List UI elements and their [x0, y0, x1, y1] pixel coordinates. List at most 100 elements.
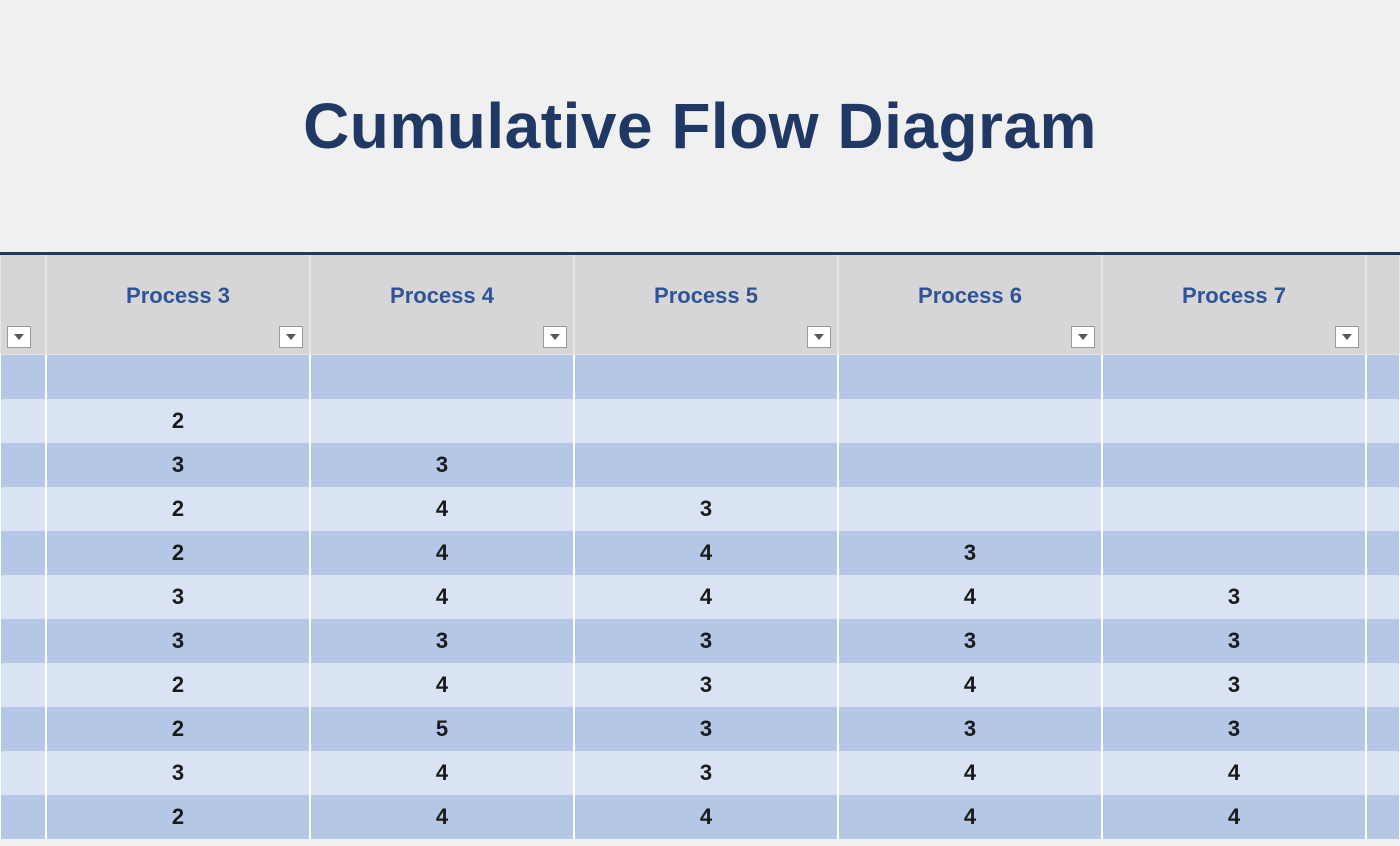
table-cell[interactable]: 4: [310, 487, 574, 531]
table-cell[interactable]: 4: [838, 575, 1102, 619]
table-cell[interactable]: 3: [46, 751, 310, 795]
table-cell[interactable]: 3: [838, 707, 1102, 751]
table-cell[interactable]: 4: [574, 575, 838, 619]
table-cell[interactable]: 2: [46, 487, 310, 531]
table-cell[interactable]: 4: [574, 531, 838, 575]
filter-button[interactable]: [1335, 326, 1359, 348]
table-cell[interactable]: 4: [310, 663, 574, 707]
filter-button[interactable]: [1071, 326, 1095, 348]
table-cell[interactable]: 2: [46, 707, 310, 751]
table-cell[interactable]: [1102, 443, 1366, 487]
table-cell[interactable]: 3: [574, 487, 838, 531]
table-cell[interactable]: 5: [310, 707, 574, 751]
table-cell[interactable]: [574, 355, 838, 399]
row-stub-right[interactable]: [1366, 443, 1400, 487]
table-cell[interactable]: 2: [46, 531, 310, 575]
table-row: [0, 355, 1400, 399]
row-stub-left[interactable]: [0, 355, 46, 399]
table-cell[interactable]: [1102, 355, 1366, 399]
page-title: Cumulative Flow Diagram: [303, 89, 1097, 163]
table-cell[interactable]: 4: [310, 795, 574, 839]
table-cell[interactable]: 3: [1102, 707, 1366, 751]
table-cell[interactable]: 3: [46, 575, 310, 619]
row-stub-left[interactable]: [0, 443, 46, 487]
data-table: Process 3 Process 4 Process 5: [0, 255, 1400, 839]
table-cell[interactable]: 3: [310, 443, 574, 487]
column-header: Process 5: [574, 255, 838, 355]
table-body: 2 3 3 2 4 3: [0, 355, 1400, 839]
table-cell[interactable]: [46, 355, 310, 399]
chevron-down-icon: [14, 334, 24, 340]
row-stub-right[interactable]: [1366, 575, 1400, 619]
table-cell[interactable]: [574, 399, 838, 443]
table-cell[interactable]: 4: [574, 795, 838, 839]
table-cell[interactable]: [838, 399, 1102, 443]
table-cell[interactable]: 3: [838, 531, 1102, 575]
table-cell[interactable]: [1102, 399, 1366, 443]
row-stub-right[interactable]: [1366, 707, 1400, 751]
table-cell[interactable]: 4: [838, 795, 1102, 839]
table-cell[interactable]: 4: [310, 751, 574, 795]
table-cell[interactable]: 3: [838, 619, 1102, 663]
table-cell[interactable]: 3: [574, 619, 838, 663]
header-stub-right: [1366, 255, 1400, 355]
filter-button[interactable]: [7, 326, 31, 348]
row-stub-left[interactable]: [0, 795, 46, 839]
row-stub-right[interactable]: [1366, 355, 1400, 399]
table-cell[interactable]: 3: [574, 707, 838, 751]
table-cell[interactable]: 4: [1102, 795, 1366, 839]
row-stub-left[interactable]: [0, 399, 46, 443]
row-stub-right[interactable]: [1366, 619, 1400, 663]
table-cell[interactable]: [838, 355, 1102, 399]
row-stub-left[interactable]: [0, 487, 46, 531]
filter-button[interactable]: [279, 326, 303, 348]
column-label: Process 5: [575, 255, 837, 309]
table-row: 3 3: [0, 443, 1400, 487]
table-cell[interactable]: 2: [46, 399, 310, 443]
table-header-row: Process 3 Process 4 Process 5: [0, 255, 1400, 355]
filter-button[interactable]: [807, 326, 831, 348]
table-cell[interactable]: 3: [1102, 619, 1366, 663]
row-stub-right[interactable]: [1366, 487, 1400, 531]
row-stub-left[interactable]: [0, 575, 46, 619]
table-cell[interactable]: 3: [574, 663, 838, 707]
table-cell[interactable]: [1102, 487, 1366, 531]
table-cell[interactable]: 3: [574, 751, 838, 795]
table-cell[interactable]: [838, 443, 1102, 487]
table-cell[interactable]: 3: [310, 619, 574, 663]
chevron-down-icon: [1078, 334, 1088, 340]
spreadsheet-page: Cumulative Flow Diagram Process 3: [0, 0, 1400, 846]
table-cell[interactable]: [838, 487, 1102, 531]
column-label: Process 4: [311, 255, 573, 309]
column-label: Process 7: [1103, 255, 1365, 309]
row-stub-right[interactable]: [1366, 531, 1400, 575]
row-stub-left[interactable]: [0, 751, 46, 795]
table-cell[interactable]: 2: [46, 663, 310, 707]
filter-button[interactable]: [543, 326, 567, 348]
row-stub-left[interactable]: [0, 663, 46, 707]
row-stub-left[interactable]: [0, 531, 46, 575]
table-cell[interactable]: 3: [1102, 663, 1366, 707]
row-stub-left[interactable]: [0, 619, 46, 663]
table-cell[interactable]: [574, 443, 838, 487]
table-cell[interactable]: 3: [46, 443, 310, 487]
row-stub-left[interactable]: [0, 707, 46, 751]
row-stub-right[interactable]: [1366, 751, 1400, 795]
table-row: 2 4 4 3: [0, 531, 1400, 575]
table-cell[interactable]: 4: [310, 575, 574, 619]
row-stub-right[interactable]: [1366, 795, 1400, 839]
table-cell[interactable]: 2: [46, 795, 310, 839]
table-row: 2 5 3 3 3: [0, 707, 1400, 751]
table-cell[interactable]: 4: [1102, 751, 1366, 795]
table-cell[interactable]: 3: [46, 619, 310, 663]
table-cell[interactable]: [1102, 531, 1366, 575]
row-stub-right[interactable]: [1366, 663, 1400, 707]
table-cell[interactable]: 4: [310, 531, 574, 575]
table-cell[interactable]: 4: [838, 663, 1102, 707]
table-cell[interactable]: [310, 399, 574, 443]
table-cell[interactable]: 4: [838, 751, 1102, 795]
table-cell[interactable]: 3: [1102, 575, 1366, 619]
row-stub-right[interactable]: [1366, 399, 1400, 443]
table-cell[interactable]: [310, 355, 574, 399]
table-row: 2: [0, 399, 1400, 443]
